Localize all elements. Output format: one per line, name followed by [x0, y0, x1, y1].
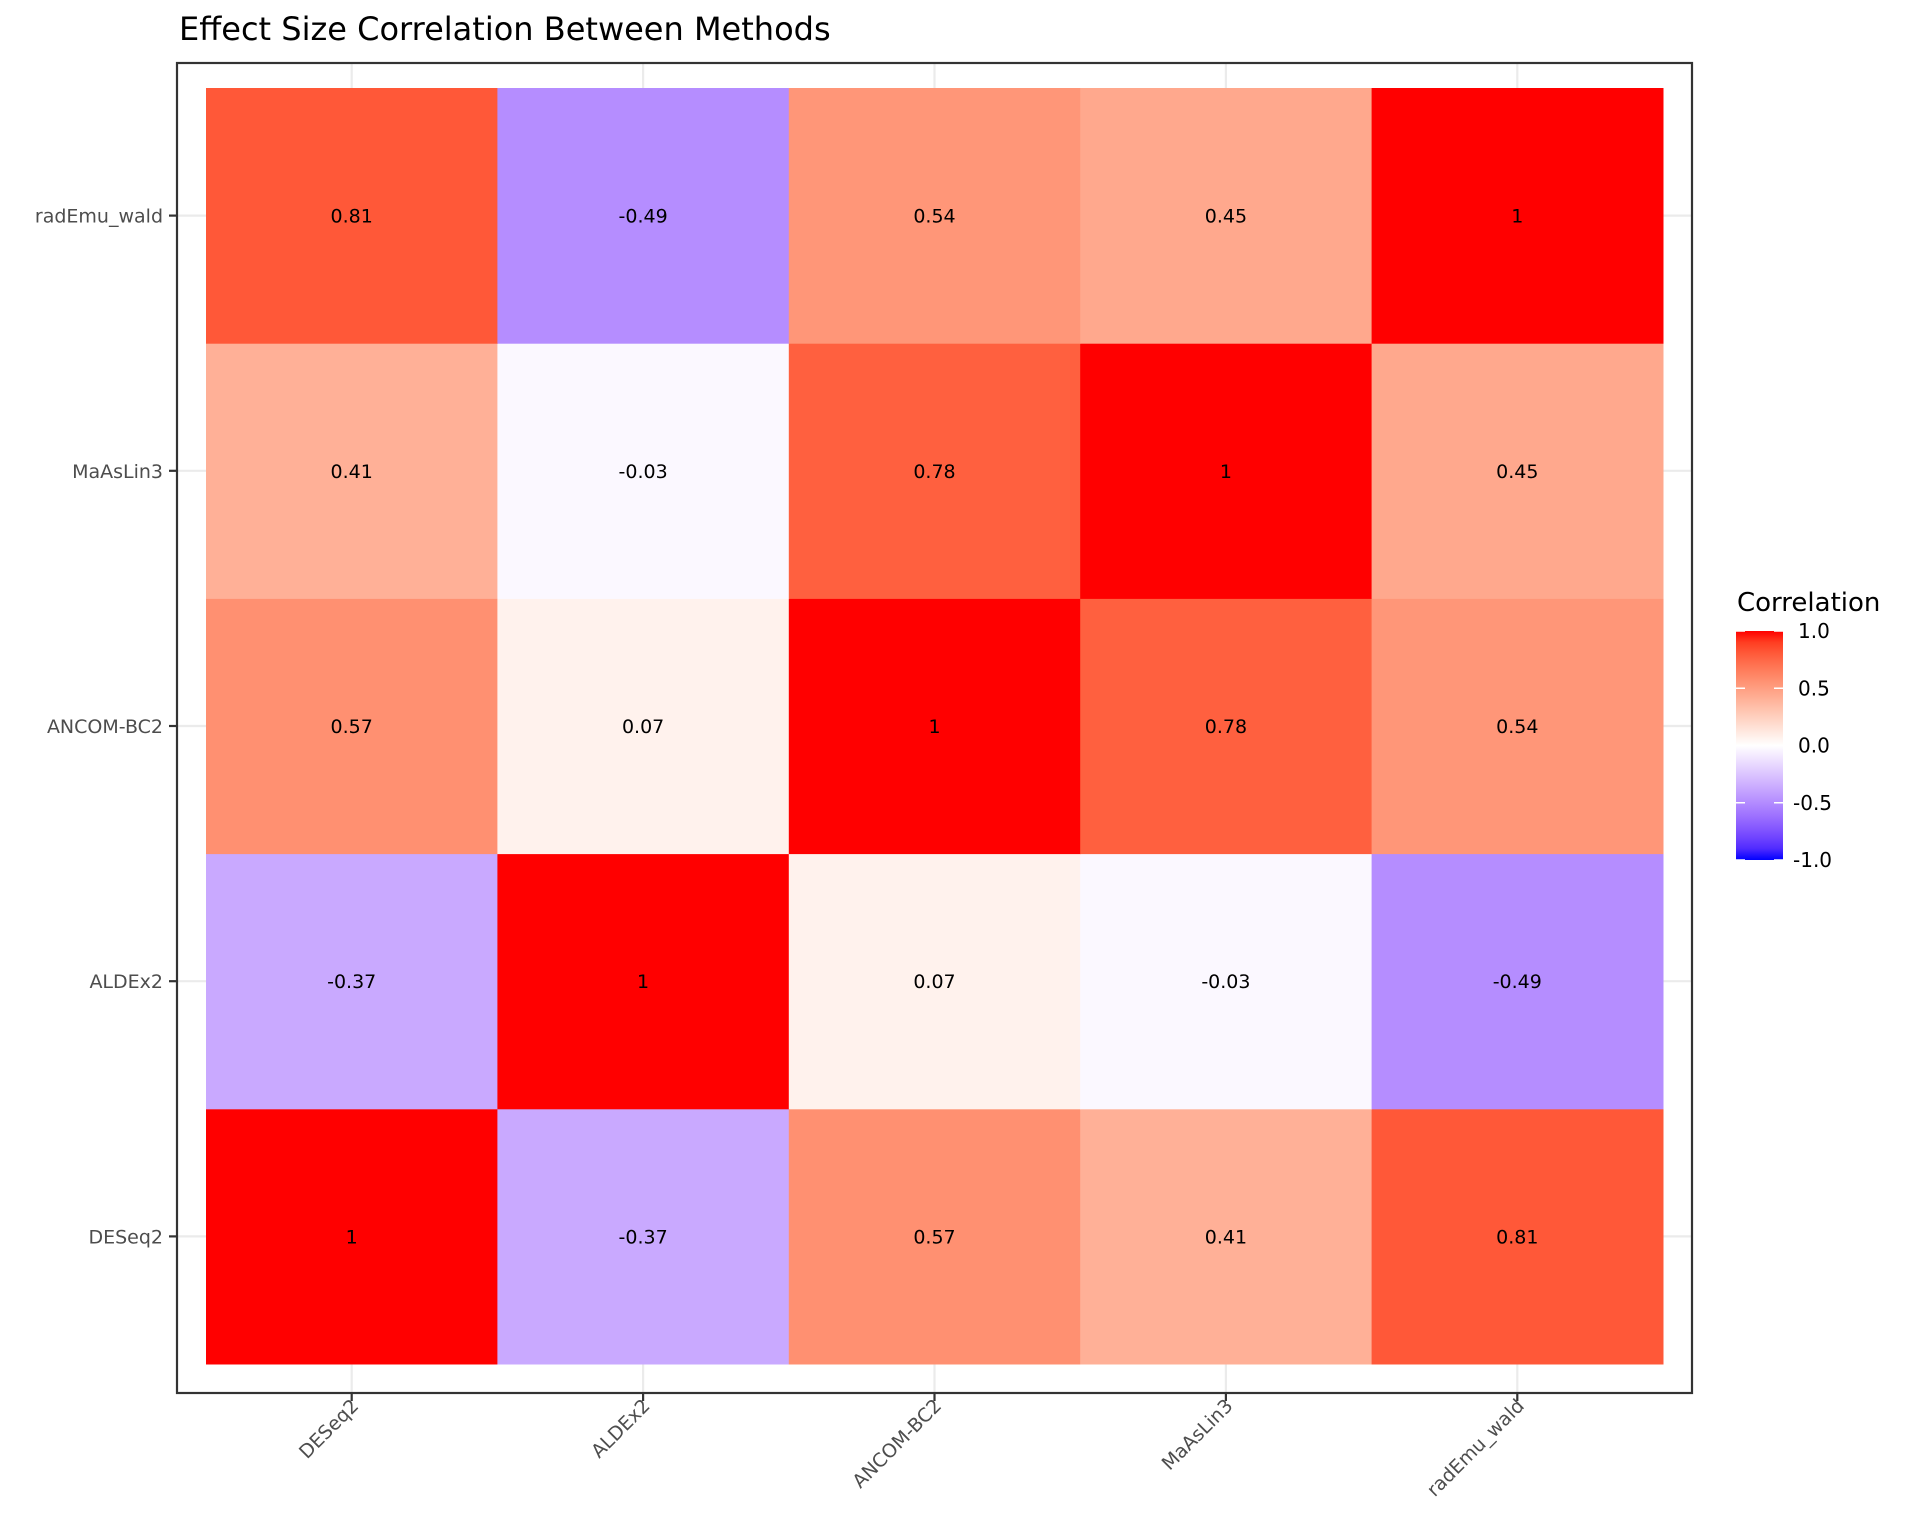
y-axis: DESeq2 ALDEx2 ANCOM-BC2 MaAsLin3 radEmu_wald	[35, 206, 177, 1248]
heatmap-cell	[206, 343, 498, 599]
heatmap-cell	[788, 1108, 1081, 1365]
cell-value-label: -0.03	[619, 461, 668, 483]
cell-value-label: -0.49	[1493, 971, 1542, 993]
cell-value-label: 0.07	[622, 716, 664, 738]
y-tick-label: MaAsLin3	[72, 461, 163, 483]
cell-value-label: -0.37	[619, 1226, 668, 1248]
cell-value-label: 0.45	[1205, 206, 1247, 228]
heatmap-cell	[788, 343, 1081, 599]
heatmap-cell	[497, 598, 790, 855]
heatmap-cell	[206, 1108, 498, 1365]
cell-value-label: 1	[1220, 461, 1232, 483]
heatmap-cell	[497, 1108, 790, 1365]
heatmap-cell	[1080, 343, 1373, 599]
heatmap-cell	[1080, 598, 1373, 855]
heatmap-cell	[1080, 88, 1373, 344]
legend-tick-label: 0.0	[1798, 734, 1830, 758]
cell-value-label: 0.81	[1496, 1226, 1538, 1248]
cell-value-label: 0.78	[1205, 716, 1247, 738]
cell-value-label: 1	[928, 716, 940, 738]
heatmap-cell	[497, 343, 790, 599]
cell-value-label: 1	[637, 971, 649, 993]
heatmap-cell	[788, 598, 1081, 855]
legend-tick-label: 0.5	[1798, 676, 1830, 700]
heatmap-cell	[1080, 1108, 1373, 1365]
plot-panel: 1 -0.37 0.57 0.41 0.81 -0.37 1 0.07 -0.03 -0.49 0.…	[175, 61, 1694, 1395]
legend-ticks: 1.0 0.5 0.0 -0.5 -1.0	[1736, 619, 1832, 872]
heatmap-cell	[1080, 853, 1373, 1110]
cell-value-label: 0.57	[913, 1226, 955, 1248]
heatmap-cell	[1371, 88, 1664, 344]
heatmap-cell	[1371, 1108, 1664, 1365]
cell-value-label: -0.03	[1201, 971, 1250, 993]
cell-value-label: 0.07	[913, 971, 955, 993]
y-tick-label: DESeq2	[88, 1226, 163, 1248]
heatmap-cell	[788, 853, 1081, 1110]
cell-value-label: 0.45	[1496, 461, 1538, 483]
heatmap-cell	[788, 88, 1081, 344]
cell-value-label: 0.81	[331, 206, 373, 228]
heatmap-cell	[206, 598, 498, 855]
legend-tick-label: -1.0	[1793, 848, 1832, 872]
legend-tick-label: 1.0	[1798, 619, 1830, 643]
heatmap-cell	[206, 853, 498, 1110]
legend-title: Correlation	[1737, 588, 1880, 618]
cell-value-label: -0.49	[619, 206, 668, 228]
cell-value-label: 0.41	[331, 461, 373, 483]
cell-value-label: 1	[1511, 206, 1523, 228]
cell-value-label: -0.37	[327, 971, 376, 993]
legend-tick-label: -0.5	[1793, 791, 1832, 815]
cell-value-label: 1	[346, 1226, 358, 1248]
heatmap-cell	[206, 88, 498, 344]
heatmap-cell	[497, 88, 790, 344]
y-tick-label: ANCOM-BC2	[47, 716, 163, 738]
cell-value-label: 0.78	[913, 461, 955, 483]
y-tick-label: radEmu_wald	[35, 206, 163, 228]
chart-title: Effect Size Correlation Between Methods	[179, 10, 831, 48]
cell-labels: 1 -0.37 0.57 0.41 0.81 -0.37 1 0.07 -0.03 -0.49 0.…	[327, 206, 1542, 1249]
heatmap-cell	[1371, 598, 1664, 855]
cell-value-label: 0.54	[913, 206, 955, 228]
legend: Correlation 1.0 0.5 0.0 -0.5 -1.0	[1736, 588, 1880, 872]
y-tick-label: ALDEx2	[89, 971, 163, 993]
heatmap-tiles	[206, 88, 1664, 1365]
heatmap-cell	[497, 853, 790, 1110]
cell-value-label: 0.54	[1496, 716, 1538, 738]
heatmap-cell	[1371, 343, 1664, 599]
cell-value-label: 0.57	[331, 716, 373, 738]
heatmap-cell	[1371, 853, 1664, 1110]
cell-value-label: 0.41	[1205, 1226, 1247, 1248]
